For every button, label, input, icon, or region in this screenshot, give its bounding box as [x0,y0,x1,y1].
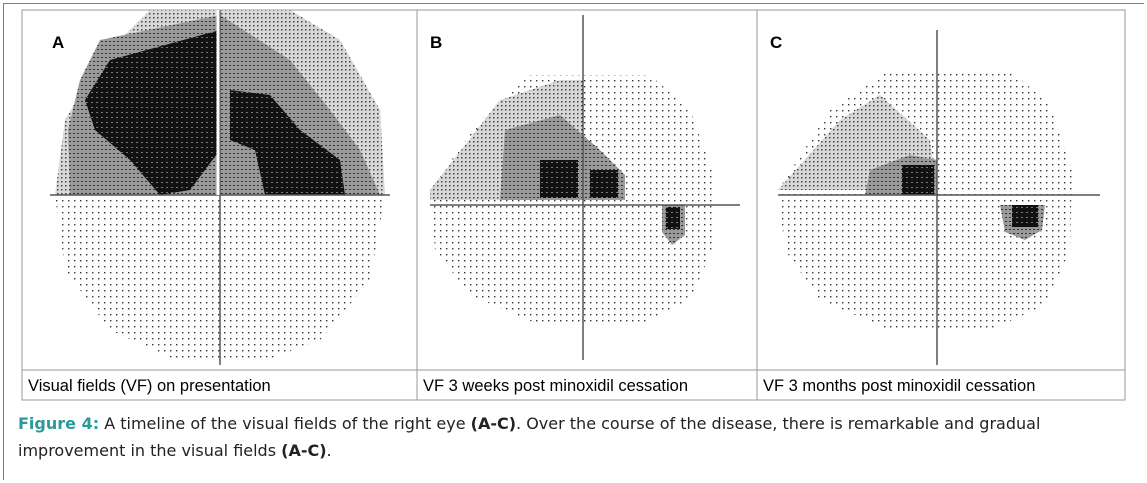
panel-caption: Visual fields (VF) on presentation [28,377,271,395]
visual-field-a [50,10,390,365]
panel-letter: A [52,33,64,52]
visual-field-c [778,30,1100,365]
panel-letter: B [430,33,442,52]
figure: A B C Visual fields (VF) on presentation… [0,0,1147,405]
caption-ref: (A-C) [471,414,516,433]
figure-caption: Figure 4: A timeline of the visual field… [18,410,1128,464]
caption-text: A timeline of the visual fields of the r… [104,414,470,433]
caption-ref: (A-C) [281,441,326,460]
caption-text: . [327,441,332,460]
panel-caption: VF 3 weeks post minoxidil cessation [423,377,688,395]
visual-field-b [430,15,740,360]
panel-letter: C [770,33,782,52]
caption-label: Figure 4: [18,414,99,433]
panel-caption: VF 3 months post minoxidil cessation [763,377,1035,395]
